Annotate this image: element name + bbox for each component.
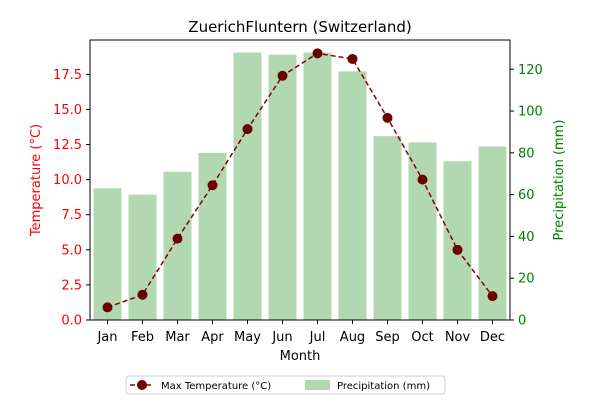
right-axis-tick-label: 80 (518, 146, 535, 161)
x-axis-tick-label: Oct (411, 330, 433, 345)
x-axis-tick-label: Feb (131, 330, 154, 345)
x-axis-tick-label: May (234, 330, 261, 345)
line-layer (102, 48, 498, 313)
temperature-point (277, 70, 288, 81)
right-axis-tick-label: 100 (518, 105, 543, 120)
temperature-point (487, 291, 498, 302)
left-axis-label: Temperature (°C) (29, 124, 44, 237)
temperature-point (382, 112, 393, 123)
legend-label-precipitation: Precipitation (mm) (337, 381, 430, 392)
right-axis: 0 20 40 60 80 100 120 (510, 63, 543, 329)
precipitation-bar (268, 54, 297, 320)
legend-label-temperature: Max Temperature (°C) (161, 381, 271, 392)
temperature-point (102, 302, 113, 313)
precipitation-bar (128, 194, 157, 320)
precipitation-bar (93, 188, 122, 320)
right-axis-tick-label: 20 (518, 272, 535, 287)
left-axis-tick-label: 0.0 (61, 314, 82, 329)
left-axis-tick-label: 12.5 (53, 138, 82, 153)
temperature-point (172, 233, 183, 244)
legend-marker-swatch (137, 380, 147, 390)
x-axis-tick-label: Nov (445, 330, 471, 345)
x-axis-tick-label: Sep (375, 330, 400, 345)
right-axis-tick-label: 0 (518, 314, 526, 329)
x-axis-tick-label: Jan (96, 330, 117, 345)
temperature-line (107, 52, 494, 309)
right-axis-tick-label: 60 (518, 188, 535, 203)
x-axis-tick-label: Apr (201, 330, 224, 345)
precipitation-bar (408, 142, 437, 320)
left-axis-tick-label: 5.0 (61, 243, 82, 258)
precipitation-bar (373, 136, 402, 320)
left-axis: 0.0 2.5 5.0 7.5 10.0 12.5 15.0 17.5 (53, 68, 90, 329)
left-axis-tick-label: 15.0 (53, 103, 82, 118)
x-axis-tick-label: Dec (480, 330, 505, 345)
right-axis-tick-label: 120 (518, 63, 543, 78)
left-axis-tick-label: 17.5 (53, 68, 82, 83)
left-axis-tick-label: 10.0 (53, 173, 82, 188)
chart-title: ZuerichFluntern (Switzerland) (188, 18, 411, 36)
right-axis-tick-label: 40 (518, 230, 535, 245)
temperature-point (207, 180, 218, 191)
precipitation-bar (198, 152, 227, 320)
left-axis-tick-label: 2.5 (61, 278, 82, 293)
precipitation-bar (163, 171, 192, 320)
left-axis-tick-label: 7.5 (61, 208, 82, 223)
temperature-point (417, 174, 428, 185)
x-axis: Jan Feb Mar Apr May Jun Jul Aug Sep Oct Nov Dec (96, 320, 505, 345)
legend-bar-swatch (305, 380, 330, 390)
temperature-point (452, 244, 463, 255)
temperature-point (137, 289, 148, 300)
x-axis-tick-label: Aug (340, 330, 365, 345)
legend-box (125, 375, 446, 395)
right-axis-label: Precipitation (mm) (552, 120, 567, 241)
precipitation-bar (443, 161, 472, 320)
x-axis-tick-label: Jul (309, 330, 326, 345)
x-axis-tick-label: Jun (271, 330, 292, 345)
x-axis-tick-label: Mar (165, 330, 190, 345)
legend: Max Temperature (°C) Precipitation (mm) (125, 375, 446, 395)
bars-layer (93, 52, 507, 320)
temperature-point (347, 53, 358, 64)
x-axis-label: Month (280, 349, 321, 364)
temperature-point (242, 124, 253, 135)
temperature-point (312, 48, 323, 59)
precipitation-bar (233, 52, 262, 320)
precipitation-bar (303, 52, 332, 320)
precipitation-bar (478, 146, 507, 320)
precipitation-bar (338, 71, 367, 320)
